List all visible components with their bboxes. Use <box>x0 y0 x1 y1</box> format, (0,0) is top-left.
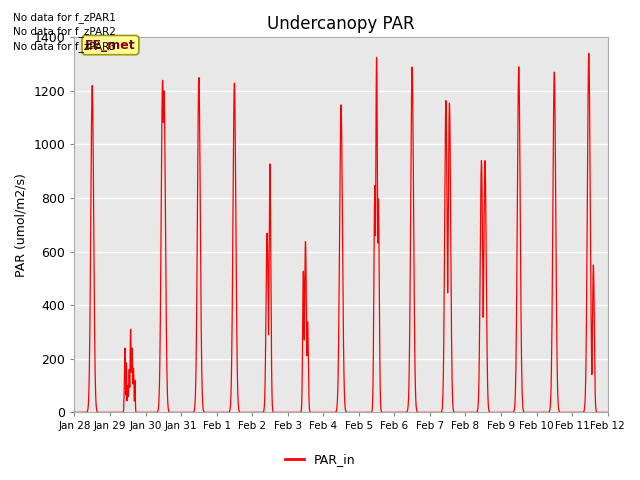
Y-axis label: PAR (umol/m2/s): PAR (umol/m2/s) <box>15 173 28 277</box>
Legend: PAR_in: PAR_in <box>280 448 360 471</box>
Text: No data for f_zPAR1: No data for f_zPAR1 <box>13 12 116 23</box>
Text: No data for f_zPAR2: No data for f_zPAR2 <box>13 26 116 37</box>
Text: No data for f_zPAR3: No data for f_zPAR3 <box>13 41 116 52</box>
Title: Undercanopy PAR: Undercanopy PAR <box>268 15 415 33</box>
Text: EE_met: EE_met <box>85 38 136 51</box>
